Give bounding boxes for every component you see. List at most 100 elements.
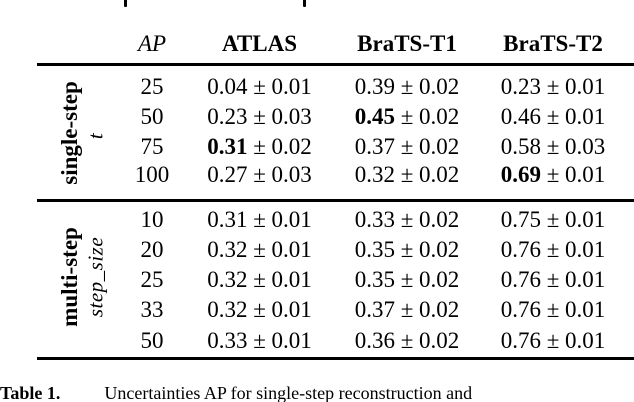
ap-value: 10 <box>140 207 164 232</box>
header-ap: AP <box>137 31 167 56</box>
table-row: 33 0.32 ± 0.01 0.37 ± 0.02 0.76 ± 0.01 <box>112 295 619 325</box>
pm-value: ± 0.01 <box>546 207 606 232</box>
cutoff-text-descender <box>124 0 127 7</box>
table-rule-middle <box>37 199 634 202</box>
pm-value: ± 0.01 <box>253 74 312 99</box>
caption-label: Table 1. <box>0 383 61 402</box>
table-row: 20 0.32 ± 0.01 0.35 ± 0.02 0.76 ± 0.01 <box>112 235 619 265</box>
mean-value: 0.37 <box>354 297 395 322</box>
value-cell: 0.23 ± 0.01 <box>487 72 619 102</box>
value-cell: 0.76 ± 0.01 <box>487 235 619 265</box>
value-cell: 0.75 ± 0.01 <box>487 205 619 235</box>
value-cell: 0.32 ± 0.02 <box>327 160 487 190</box>
pm-value: ± 0.01 <box>253 328 312 353</box>
table-row: 100 0.27 ± 0.03 0.32 ± 0.02 0.69 ± 0.01 <box>112 160 619 190</box>
mean-value: 0.23 <box>207 104 248 129</box>
value-cell: 0.04 ± 0.01 <box>192 72 327 102</box>
pm-value: ± 0.03 <box>253 104 312 129</box>
row-group-label-multi-step: multi-step <box>57 227 82 327</box>
pm-value: ± 0.02 <box>400 297 460 322</box>
mean-value: 0.69 <box>500 162 541 187</box>
pm-value: ± 0.02 <box>400 134 460 159</box>
table-row: 75 0.31 ± 0.02 0.37 ± 0.02 0.58 ± 0.03 <box>112 132 619 162</box>
table-row: 50 0.33 ± 0.01 0.36 ± 0.02 0.76 ± 0.01 <box>112 326 619 356</box>
value-cell: 0.35 ± 0.02 <box>327 235 487 265</box>
value-cell: 0.39 ± 0.02 <box>327 72 487 102</box>
value-cell: 0.76 ± 0.01 <box>487 265 619 295</box>
pm-value: ± 0.03 <box>546 134 606 159</box>
pm-value: ± 0.01 <box>546 297 606 322</box>
ap-value: 25 <box>140 74 164 99</box>
value-cell: 0.35 ± 0.02 <box>327 265 487 295</box>
value-cell: 0.27 ± 0.03 <box>192 160 327 190</box>
mean-value: 0.23 <box>500 74 541 99</box>
value-cell: 0.58 ± 0.03 <box>487 132 619 162</box>
table-row: 10 0.31 ± 0.01 0.33 ± 0.02 0.75 ± 0.01 <box>112 205 619 235</box>
pm-value: ± 0.02 <box>400 207 460 232</box>
ap-value: 20 <box>140 237 164 262</box>
mean-value: 0.58 <box>500 134 541 159</box>
mean-value: 0.76 <box>500 328 541 353</box>
pm-value: ± 0.02 <box>253 134 312 159</box>
mean-value: 0.33 <box>354 207 395 232</box>
pm-value: ± 0.01 <box>546 104 606 129</box>
caption-text: Uncertainties AP for single-step reconst… <box>104 383 473 402</box>
value-cell: 0.32 ± 0.01 <box>192 265 327 295</box>
mean-value: 0.27 <box>207 162 248 187</box>
pm-value: ± 0.01 <box>546 328 606 353</box>
mean-value: 0.35 <box>354 237 395 262</box>
value-cell: 0.32 ± 0.01 <box>192 235 327 265</box>
value-cell: 0.32 ± 0.01 <box>192 295 327 325</box>
value-cell: 0.76 ± 0.01 <box>487 326 619 356</box>
mean-value: 0.36 <box>354 328 395 353</box>
value-cell: 0.33 ± 0.01 <box>192 326 327 356</box>
table-row: 25 0.04 ± 0.01 0.39 ± 0.02 0.23 ± 0.01 <box>112 72 619 102</box>
value-cell: 0.37 ± 0.02 <box>327 132 487 162</box>
pm-value: ± 0.02 <box>400 328 460 353</box>
value-cell: 0.23 ± 0.03 <box>192 102 327 132</box>
row-group-label-single-step: single-step <box>57 81 82 185</box>
pm-value: ± 0.01 <box>253 297 312 322</box>
ap-value: 25 <box>140 267 164 292</box>
table-header-row: AP ATLAS BraTS-T1 BraTS-T2 <box>112 28 619 60</box>
pm-value: ± 0.02 <box>400 74 460 99</box>
ap-value: 100 <box>134 162 170 187</box>
ap-value: 33 <box>140 297 164 322</box>
mean-value: 0.75 <box>500 207 541 232</box>
value-cell: 0.69 ± 0.01 <box>487 160 619 190</box>
pm-value: ± 0.01 <box>253 267 312 292</box>
table-row: 50 0.23 ± 0.03 0.45 ± 0.02 0.46 ± 0.01 <box>112 102 619 132</box>
mean-value: 0.76 <box>500 267 541 292</box>
pm-value: ± 0.01 <box>546 162 606 187</box>
value-cell: 0.31 ± 0.01 <box>192 205 327 235</box>
table-row: 25 0.32 ± 0.01 0.35 ± 0.02 0.76 ± 0.01 <box>112 265 619 295</box>
mean-value: 0.46 <box>500 104 541 129</box>
mean-value: 0.45 <box>354 104 395 129</box>
mean-value: 0.37 <box>354 134 395 159</box>
mean-value: 0.32 <box>354 162 395 187</box>
pm-value: ± 0.01 <box>546 267 606 292</box>
mean-value: 0.31 <box>207 134 248 159</box>
ap-value: 75 <box>140 134 164 159</box>
mean-value: 0.31 <box>207 207 248 232</box>
value-cell: 0.76 ± 0.01 <box>487 295 619 325</box>
mean-value: 0.76 <box>500 297 541 322</box>
ap-value: 50 <box>140 104 164 129</box>
pm-value: ± 0.01 <box>546 74 606 99</box>
pm-value: ± 0.02 <box>400 267 460 292</box>
value-cell: 0.36 ± 0.02 <box>327 326 487 356</box>
cutoff-text-descender <box>303 0 306 7</box>
pm-value: ± 0.02 <box>400 162 460 187</box>
table-rule-bottom <box>37 357 634 360</box>
header-brats-t2: BraTS-T2 <box>503 31 603 56</box>
pm-value: ± 0.01 <box>546 237 606 262</box>
mean-value: 0.33 <box>207 328 248 353</box>
value-cell: 0.33 ± 0.02 <box>327 205 487 235</box>
table-rule-top <box>37 63 634 66</box>
mean-value: 0.32 <box>207 237 248 262</box>
mean-value: 0.76 <box>500 237 541 262</box>
pm-value: ± 0.03 <box>253 162 312 187</box>
table-caption: Table 1. Uncertainties AP for single-step… <box>0 381 634 402</box>
row-param-label-step-size: step_size <box>83 236 108 318</box>
